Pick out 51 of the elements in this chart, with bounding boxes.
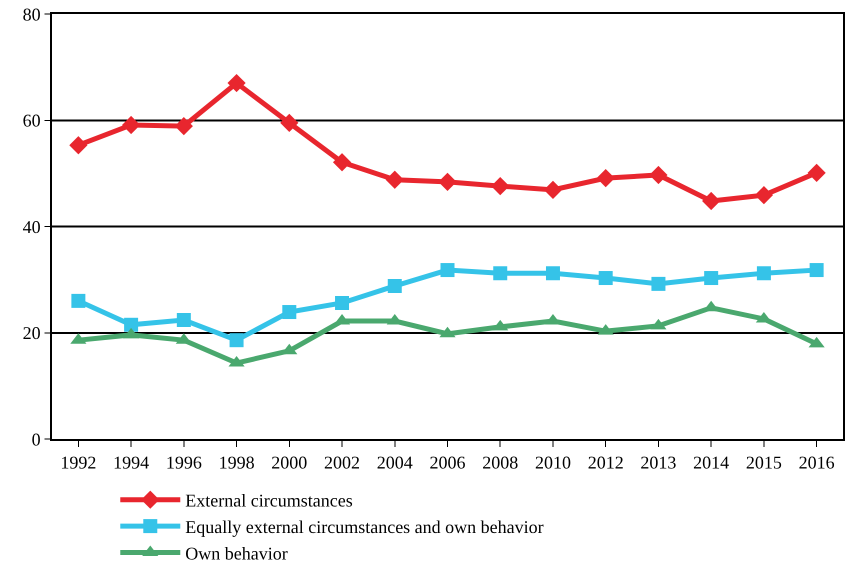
x-tick-label: 2013 (640, 452, 676, 472)
point (493, 266, 508, 280)
x-tick-label: 1994 (113, 452, 150, 472)
x-tick-label: 2010 (534, 452, 571, 472)
y-tick-label: 20 (22, 323, 41, 344)
x-tick-label: 2012 (588, 452, 624, 472)
point (598, 271, 613, 286)
x-tick-label: 2006 (430, 452, 466, 472)
point (282, 305, 296, 320)
x-tick-label: 2015 (746, 452, 782, 472)
point (280, 114, 298, 132)
point (176, 313, 191, 327)
x-tick-label: 2014 (693, 452, 730, 472)
y-tick-label: 40 (22, 216, 41, 237)
point (544, 180, 562, 199)
legend-label: Equally external circumstances and own behavior (185, 517, 544, 538)
point (388, 279, 402, 293)
x-tick-label: 2000 (271, 452, 308, 472)
point (596, 169, 615, 188)
point (808, 164, 826, 182)
point (69, 136, 88, 154)
point (491, 177, 510, 196)
point (124, 318, 138, 332)
point (649, 166, 668, 184)
y-tick-label: 0 (32, 429, 41, 450)
point (335, 296, 350, 310)
point (651, 276, 666, 291)
point (386, 170, 404, 189)
y-tick-label: 60 (22, 110, 41, 131)
point (546, 266, 560, 280)
point (756, 266, 771, 280)
point (754, 186, 773, 204)
point (440, 263, 454, 278)
point (122, 116, 140, 134)
point (332, 153, 352, 172)
point (704, 271, 718, 286)
point (810, 263, 824, 278)
point (71, 294, 86, 308)
x-tick-label: 2002 (324, 452, 360, 472)
x-tick-label: 2008 (482, 452, 518, 472)
x-tick-label: 1996 (166, 452, 202, 472)
x-tick-label: 2004 (376, 452, 413, 472)
x-tick-label: 1998 (218, 452, 255, 472)
point (227, 74, 246, 92)
legend-label: External circumstances (185, 490, 353, 511)
point (702, 192, 720, 210)
legend-label: Own behavior (185, 544, 288, 564)
x-tick-label: 1992 (60, 452, 96, 472)
x-tick-label: 2016 (798, 452, 835, 472)
point (230, 333, 244, 348)
y-tick-label: 80 (22, 4, 41, 24)
